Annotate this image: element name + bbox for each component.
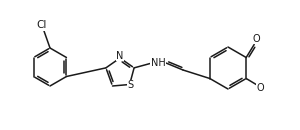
Text: O: O [252, 34, 260, 44]
Text: Cl: Cl [37, 20, 47, 30]
Text: O: O [256, 83, 264, 93]
Text: NH: NH [151, 58, 165, 68]
Text: S: S [128, 80, 134, 90]
Text: N: N [116, 51, 124, 61]
